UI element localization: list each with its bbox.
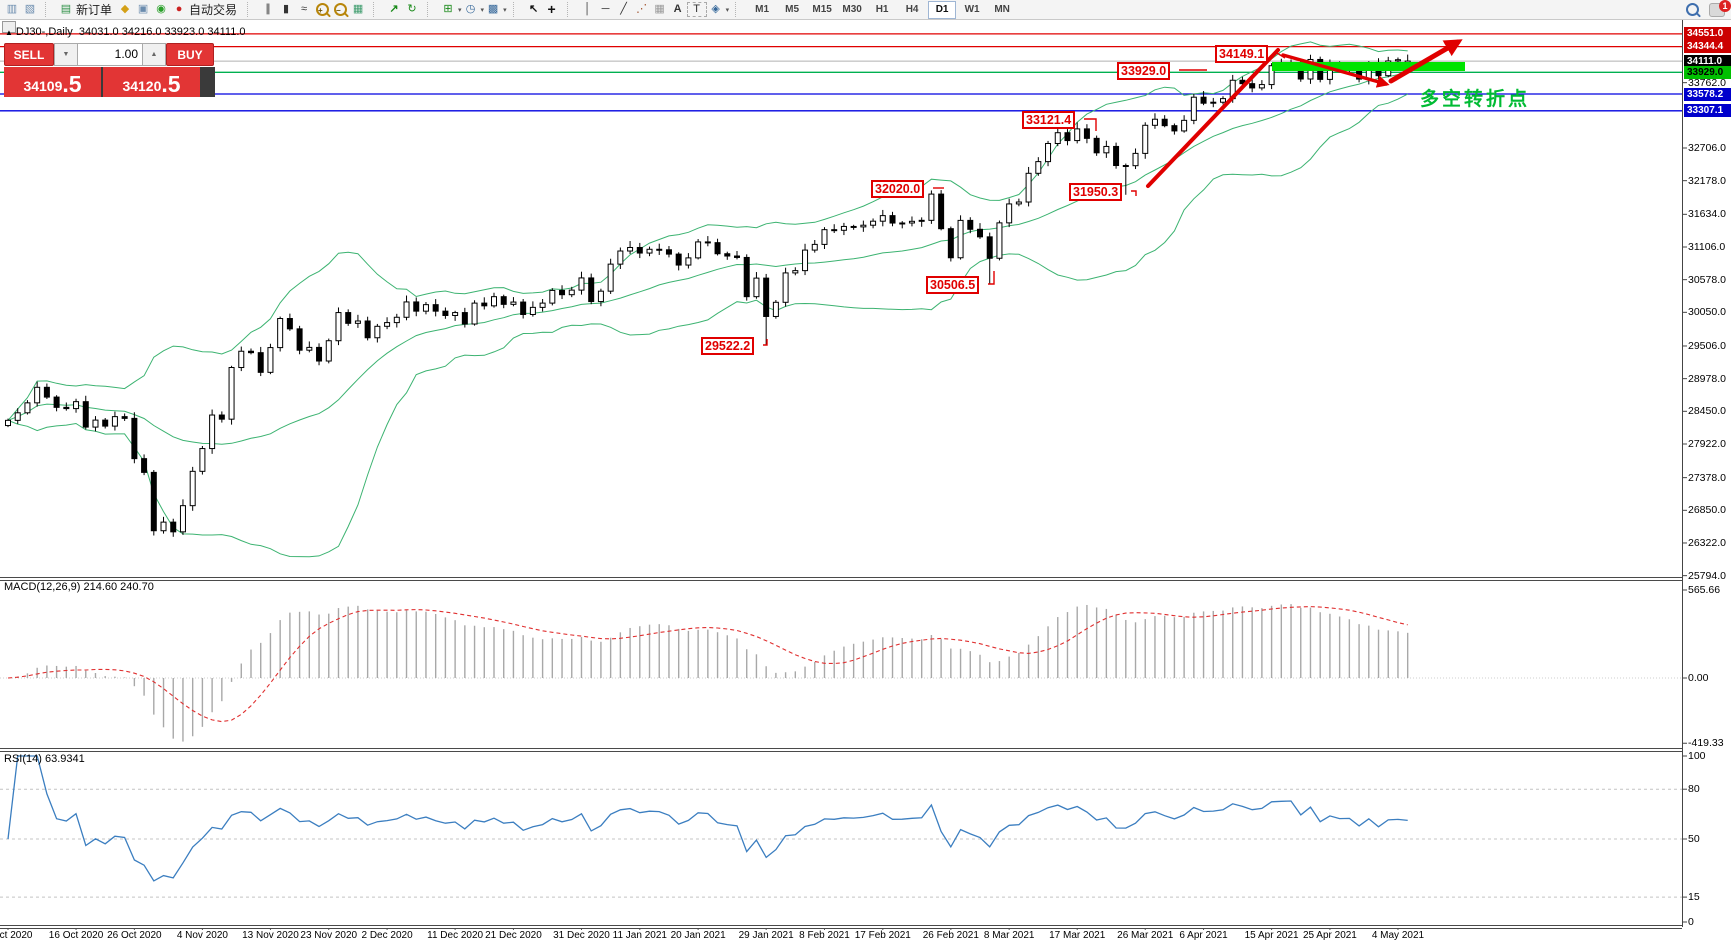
toolbar: ▥ ▧ ▤ 新订单 ◆ ▣ ◉ ● 自动交易 ∥ ▮ ≈ + − ▦ ↗ ↻: [0, 0, 1731, 20]
timeframe-h4[interactable]: H4: [905, 3, 919, 15]
price-axis-line: [1682, 20, 1683, 927]
template-icon[interactable]: ▩: [487, 3, 499, 15]
toolbar-separator: [373, 2, 379, 17]
sell-price-fraction: .5: [62, 71, 82, 97]
panel-divider[interactable]: [0, 748, 1682, 752]
fibonacci-icon[interactable]: ⋰: [636, 3, 648, 15]
notification-badge: 1: [1719, 0, 1731, 12]
symbol-marker-icon: ▲: [5, 28, 13, 37]
buy-button[interactable]: BUY: [166, 43, 214, 66]
chevron-down-icon[interactable]: ▾: [480, 6, 485, 14]
toolbar-separator: [45, 2, 51, 17]
cursor-icon[interactable]: ↖: [528, 3, 539, 15]
toolbar-separator: [512, 2, 519, 17]
sell-price-button[interactable]: 34109.5: [4, 67, 101, 97]
timeframe-w1[interactable]: W1: [964, 3, 980, 15]
text-label-icon[interactable]: T: [686, 2, 707, 17]
shapes-icon[interactable]: ◈: [711, 3, 720, 15]
chart-title: ▲ DJ30-,Daily 34031.0 34216.0 33923.0 341…: [5, 26, 246, 38]
horizontal-line-icon[interactable]: ─: [601, 3, 610, 15]
symbol-period-label: DJ30-,Daily: [15, 26, 73, 38]
timeframe-d1[interactable]: D1: [928, 0, 957, 19]
zoom-in-icon[interactable]: +: [313, 1, 331, 18]
chevron-down-icon[interactable]: ▾: [458, 6, 462, 14]
text-icon[interactable]: A: [673, 3, 682, 15]
notification-icon[interactable]: 1: [1709, 0, 1731, 17]
one-click-trade-panel: SELL ▼ 1.00 ▲ BUY 34109.5 34120.5: [4, 43, 215, 97]
candlestick-icon[interactable]: ▮: [283, 3, 290, 15]
crosshair-icon[interactable]: +: [547, 1, 556, 17]
buy-price-button[interactable]: 34120.5: [103, 67, 200, 97]
sell-button[interactable]: SELL: [4, 43, 54, 66]
rsi-label: RSI(14) 63.9341: [4, 753, 85, 765]
toolbar-separator: [735, 2, 741, 17]
line-chart-icon[interactable]: ≈: [301, 3, 308, 15]
signal-icon[interactable]: ◉: [156, 3, 166, 15]
terminal-icon[interactable]: ▣: [137, 3, 149, 15]
bar-chart-icon[interactable]: ∥: [265, 3, 271, 15]
toolbar-separator: [566, 2, 573, 17]
indicators-icon[interactable]: ↗: [389, 3, 399, 15]
buy-price-main: 34120: [122, 78, 162, 94]
timeframe-m15[interactable]: M15: [812, 3, 832, 15]
market-watch-icon[interactable]: ▥: [6, 3, 18, 15]
volume-increase-button[interactable]: ▲: [142, 43, 166, 66]
trendline-icon[interactable]: ╱: [620, 3, 627, 15]
chevron-down-icon[interactable]: ▾: [725, 6, 730, 14]
zoom-out-icon[interactable]: −: [331, 1, 349, 18]
panel-divider: [0, 925, 1682, 929]
data-window-icon[interactable]: ▧: [24, 3, 36, 15]
timeframe-h1[interactable]: H1: [875, 3, 889, 15]
grid-icon[interactable]: ▦: [654, 3, 665, 15]
period-clock-icon[interactable]: ◷: [465, 3, 476, 15]
timeframe-m5[interactable]: M5: [785, 3, 800, 15]
macd-label: MACD(12,26,9) 214.60 240.70: [4, 581, 154, 593]
cycles-icon[interactable]: ↻: [407, 3, 417, 15]
add-indicator-icon[interactable]: ⊞: [443, 3, 453, 15]
gold-icon[interactable]: ◆: [120, 3, 130, 15]
timeframe-mn[interactable]: MN: [994, 3, 1010, 15]
timeframe-m30[interactable]: M30: [842, 3, 862, 15]
sell-price-main: 34109: [23, 78, 63, 94]
autotrade-label[interactable]: 自动交易: [189, 3, 238, 17]
new-order-label[interactable]: 新订单: [76, 3, 113, 17]
toolbar-separator: [427, 2, 433, 17]
buy-price-fraction: .5: [161, 71, 181, 97]
chevron-down-icon[interactable]: ▾: [503, 6, 507, 14]
vertical-line-icon[interactable]: │: [584, 3, 592, 15]
search-icon[interactable]: [1683, 1, 1701, 18]
volume-input[interactable]: 1.00: [78, 43, 142, 66]
timeframe-m1[interactable]: M1: [755, 3, 770, 15]
ohlc-values: 34031.0 34216.0 33923.0 34111.0: [78, 26, 246, 38]
volume-decrease-button[interactable]: ▼: [54, 43, 78, 66]
new-order-icon[interactable]: ▤: [60, 3, 72, 15]
autotrade-icon[interactable]: ●: [175, 3, 183, 15]
tile-windows-icon[interactable]: ▦: [352, 3, 364, 15]
timeframe-group: M1 M5 M15 M30 H1 H4 D1 W1 MN: [744, 0, 1020, 19]
chart-window-icon: [2, 21, 16, 33]
panel-divider[interactable]: [0, 577, 1682, 581]
toolbar-separator: [247, 2, 253, 17]
